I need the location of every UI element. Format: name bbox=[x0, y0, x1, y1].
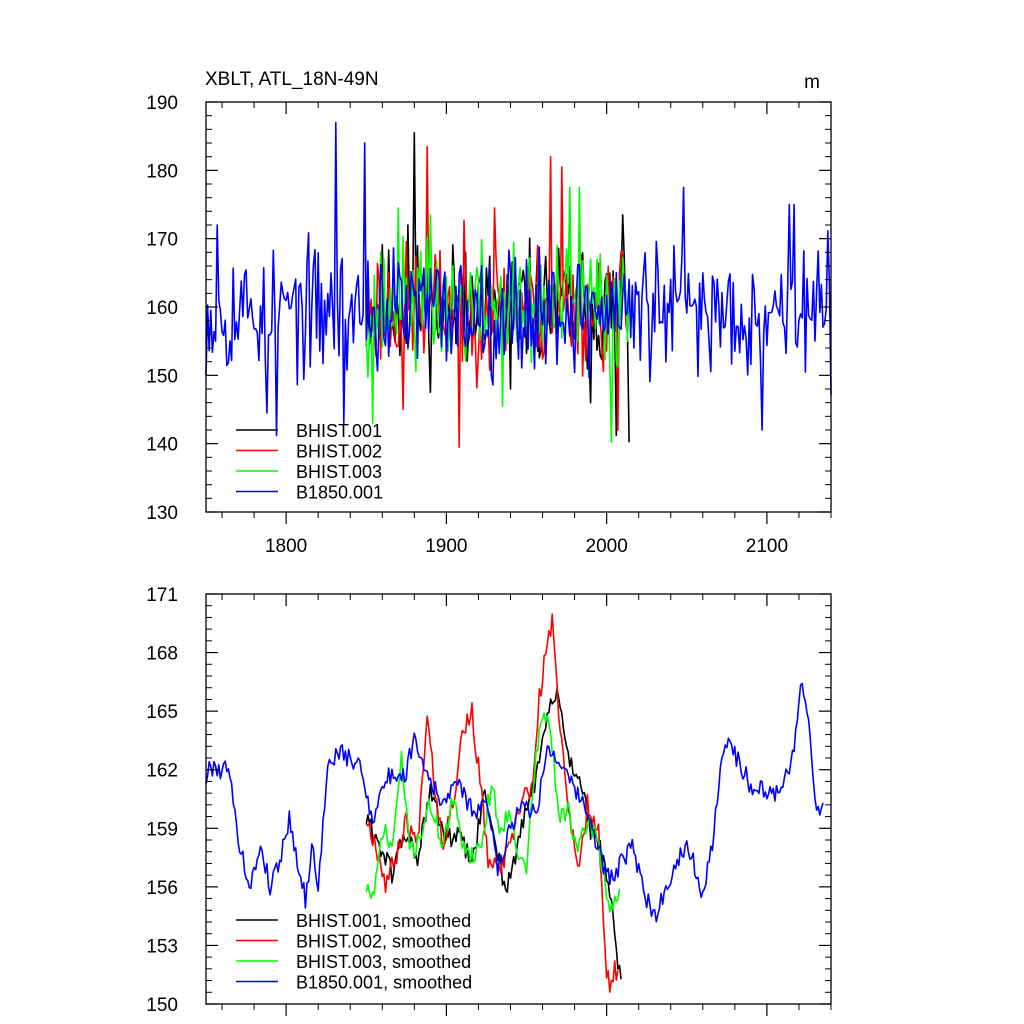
top-panel-units: m bbox=[804, 72, 820, 93]
ytick-label: 153 bbox=[146, 936, 178, 957]
xtick-label: 2100 bbox=[746, 536, 788, 557]
ytick-label: 171 bbox=[146, 585, 178, 606]
legend-label: BHIST.002 bbox=[296, 442, 382, 462]
series-line-3 bbox=[205, 121, 832, 437]
ytick-label: 162 bbox=[146, 761, 178, 782]
top-panel-xtick-labels: 1800 1900 2000 2100 bbox=[265, 536, 788, 557]
series-line-2 bbox=[365, 712, 621, 914]
bottom-panel-ytick-labels: 150 153 156 159 162 165 168 171 bbox=[146, 585, 178, 1016]
xtick-label: 1800 bbox=[265, 536, 307, 557]
ytick-label: 159 bbox=[146, 819, 178, 840]
legend-label: B1850.001, smoothed bbox=[296, 973, 472, 993]
ytick-label: 165 bbox=[146, 702, 178, 723]
top-panel-ytick-labels: 130 140 150 160 170 180 190 bbox=[146, 93, 178, 524]
legend-label: BHIST.003 bbox=[296, 462, 382, 482]
ytick-label: 150 bbox=[146, 366, 178, 387]
legend-label: BHIST.001 bbox=[296, 421, 382, 441]
ytick-label: 150 bbox=[146, 995, 178, 1016]
xtick-label: 2000 bbox=[586, 536, 628, 557]
top-panel-frame bbox=[205, 101, 832, 513]
ytick-label: 130 bbox=[146, 503, 178, 524]
series-line-3 bbox=[205, 682, 824, 923]
legend-label: BHIST.002, smoothed bbox=[296, 932, 471, 952]
ytick-label: 168 bbox=[146, 644, 178, 665]
bottom-panel-frame bbox=[205, 593, 832, 1005]
top-panel-lines bbox=[205, 121, 832, 448]
top-panel: XBLT, ATL_18N-49N m 130 140 150 160 170 180 19… bbox=[146, 69, 832, 557]
ytick-label: 156 bbox=[146, 878, 178, 899]
legend-label: B1850.001 bbox=[296, 483, 383, 503]
ytick-label: 160 bbox=[146, 298, 178, 319]
legend-label: BHIST.003, smoothed bbox=[296, 952, 471, 972]
xtick-label: 1900 bbox=[425, 536, 467, 557]
bottom-panel: 150 153 156 159 162 165 168 171 BHIST.001, smoo… bbox=[146, 585, 832, 1016]
ytick-label: 170 bbox=[146, 230, 178, 251]
bottom-panel-lines bbox=[205, 613, 824, 993]
ytick-label: 140 bbox=[146, 435, 178, 456]
ytick-label: 180 bbox=[146, 161, 178, 182]
bottom-panel-ticks bbox=[206, 593, 832, 1016]
legend-label: BHIST.001, smoothed bbox=[296, 911, 471, 931]
ytick-label: 190 bbox=[146, 93, 178, 114]
top-panel-title: XBLT, ATL_18N-49N bbox=[205, 69, 379, 90]
